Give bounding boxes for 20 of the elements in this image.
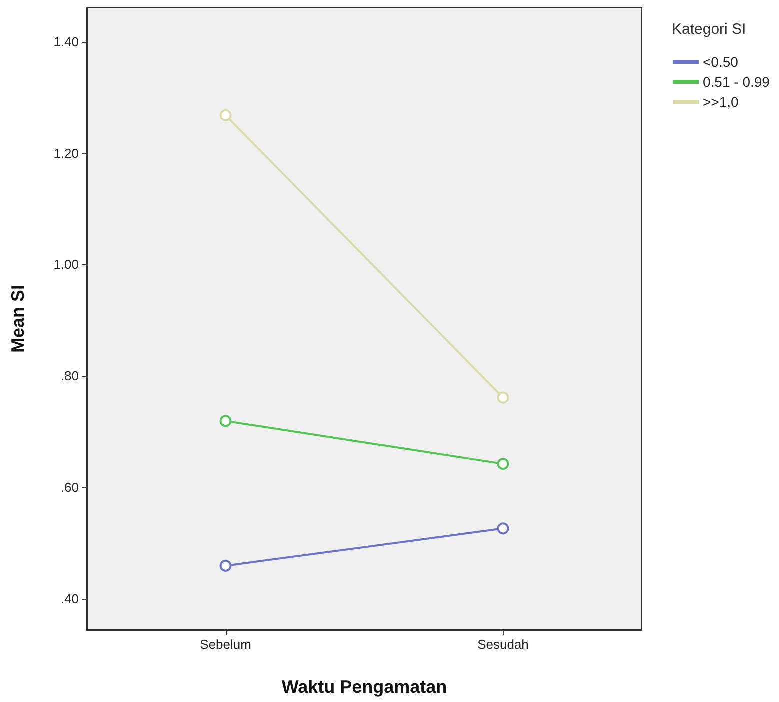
y-tick-label: .80 <box>60 368 79 384</box>
legend-label: >>1,0 <box>703 94 740 110</box>
point <box>497 392 510 404</box>
point <box>220 560 232 572</box>
y-axis-title: Mean SI <box>8 284 28 354</box>
point <box>497 522 510 535</box>
x-tick-label: Sesudah <box>478 637 529 652</box>
y-tick-label: 1.00 <box>54 257 79 272</box>
y-tick-label: .40 <box>60 591 79 606</box>
x-axis-title: Waktu Pengamatan <box>282 677 448 697</box>
x-tick-label: Sebelum <box>200 637 252 652</box>
legend-label: <0.50 <box>703 54 739 70</box>
legend-title: Kategori SI <box>672 21 746 38</box>
legend-label: 0.51 - 0.99 <box>703 74 770 90</box>
y-tick-label: 1.40 <box>54 34 79 50</box>
y-tick-label: 1.20 <box>54 146 79 161</box>
y-tick-label: .60 <box>60 480 79 495</box>
point <box>220 109 232 122</box>
point <box>220 415 232 428</box>
point <box>497 458 510 470</box>
